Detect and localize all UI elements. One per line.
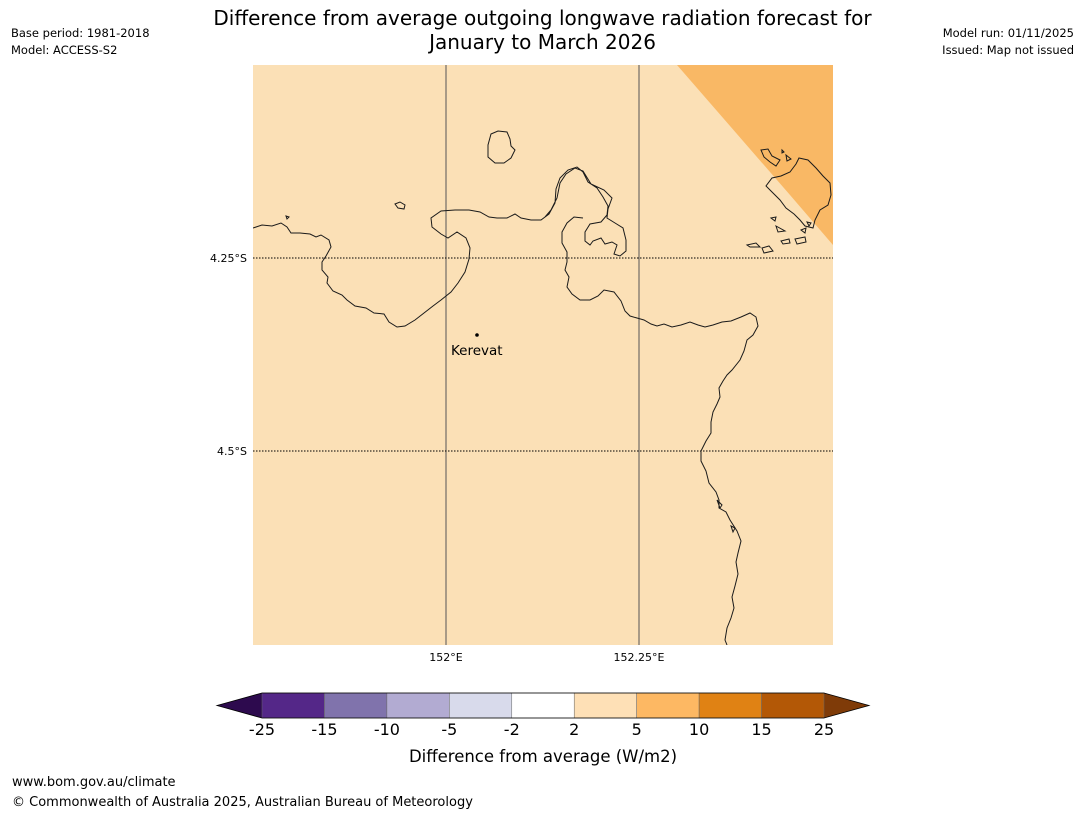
colorbar-ticks: -25 -15 -10 -5 -2 2 5 10 15 25 (249, 720, 834, 739)
coastline-northeast (745, 148, 832, 254)
map-title: Difference from average outgoing longwav… (0, 6, 1085, 54)
colorbar-cell (511, 692, 575, 719)
colorbar-cell (261, 692, 325, 719)
colorbar-cell (324, 692, 388, 719)
colorbar-cell (573, 692, 637, 719)
coastlines (253, 130, 832, 645)
colorbar-tick-label: 15 (751, 720, 771, 739)
lon-label-152-25e: 152.25°E (614, 651, 665, 664)
coastline-small-island (487, 130, 516, 164)
model-text: Model: ACCESS-S2 (11, 43, 118, 57)
colorbar-tick-label: -10 (374, 720, 400, 739)
high-anomaly-area (677, 65, 833, 245)
base-anomaly-area (253, 65, 833, 645)
meta-left: Base period: 1981-2018 Model: ACCESS-S2 (11, 25, 150, 59)
colorbar-under-arrow (217, 693, 262, 718)
coastline-peninsula-detail (716, 499, 736, 534)
colorbar-outline (215, 692, 871, 719)
model-run-text: Model run: 01/11/2025 (942, 26, 1074, 40)
colorbar-tick-label: -25 (249, 720, 275, 739)
colorbar-label: Difference from average (W/m2) (409, 747, 677, 766)
colorbar-tick-label: -2 (504, 720, 520, 739)
colorbar-over-arrow (824, 693, 869, 718)
colorbar-cells (261, 692, 825, 719)
base-period-text: Base period: 1981-2018 (11, 26, 150, 40)
lat-label-4-5s: 4.5°S (217, 445, 247, 458)
lon-label-152e: 152°E (429, 651, 462, 664)
colorbar-tick-label: 10 (689, 720, 709, 739)
map-panel[interactable]: Kerevat (253, 65, 833, 645)
title-line-2: January to March 2026 (429, 30, 656, 54)
meta-right: Model run: 01/11/2025 Issued: Map not is… (942, 25, 1074, 59)
colorbar-cell (636, 692, 700, 719)
kerevat-marker[interactable] (475, 333, 479, 337)
lat-label-4-25s: 4.25°S (210, 252, 247, 265)
title-line-1: Difference from average outgoing longwav… (213, 6, 872, 30)
colorbar-cell (386, 692, 450, 719)
footer-url[interactable]: www.bom.gov.au/climate (12, 775, 176, 790)
colorbar: -25 -15 -10 -5 -2 2 5 10 15 25 Difference from av… (215, 692, 871, 766)
footer-copyright: © Commonwealth of Australia 2025, Austra… (12, 795, 473, 810)
colorbar-tick-label: -15 (311, 720, 337, 739)
colorbar-tick-label: 5 (632, 720, 642, 739)
colorbar-tick-label: 2 (569, 720, 579, 739)
colorbar-tick-label: 25 (814, 720, 834, 739)
colorbar-cell (698, 692, 762, 719)
coastline-islet-2 (285, 215, 290, 220)
coastline-main (253, 166, 759, 645)
kerevat-label: Kerevat (451, 343, 503, 359)
colorbar-cell (761, 692, 825, 719)
coastline-islet-1 (394, 201, 406, 210)
issued-text: Issued: Map not issued (942, 43, 1074, 57)
colorbar-tick-label: -5 (441, 720, 457, 739)
colorbar-cell (449, 692, 513, 719)
